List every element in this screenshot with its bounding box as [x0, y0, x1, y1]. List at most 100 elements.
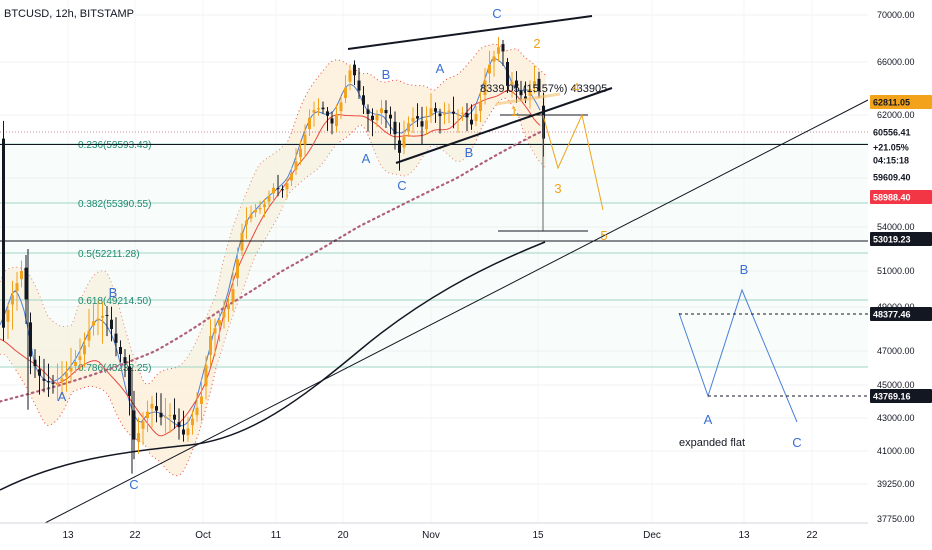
y-tick-label: 43000.00	[877, 413, 915, 423]
y-tick-label: 47000.00	[877, 346, 915, 356]
x-tick-label: 20	[337, 530, 349, 541]
candle-body	[371, 115, 374, 120]
expanded-flat-label: expanded flat	[679, 437, 745, 449]
candle-body	[245, 220, 248, 225]
candle-body	[83, 345, 86, 355]
moving-averages	[0, 57, 546, 491]
x-tick-label: Dec	[643, 530, 661, 541]
price-tag-label: 58988.40	[873, 193, 911, 203]
candle-body	[515, 80, 518, 88]
fib-zone	[0, 144, 868, 367]
fib-label: 0.5(52211.28)	[78, 249, 140, 260]
price-tag-bg	[870, 140, 932, 154]
candle-body	[299, 148, 302, 158]
candle-body	[74, 362, 77, 366]
price-tag-bg	[870, 125, 932, 139]
candle-body	[15, 283, 19, 292]
candle-body	[195, 407, 199, 416]
candle-body	[191, 418, 194, 426]
candle-body	[150, 403, 154, 409]
y-tick-label: 54000.00	[877, 222, 915, 232]
sma-200	[0, 241, 546, 491]
candle-body	[155, 406, 158, 411]
y-tick-label: 37750.00	[877, 514, 915, 524]
candle-body	[294, 161, 298, 170]
sma-dotted	[0, 131, 542, 403]
wave-label: C	[129, 477, 138, 492]
x-tick-label: 11	[271, 530, 282, 541]
candle-body	[533, 81, 536, 86]
candle-body	[78, 356, 82, 361]
long-trendline	[44, 99, 869, 524]
y-tick-label: 39250.00	[877, 479, 915, 489]
candle-body	[38, 369, 41, 376]
candle-body	[362, 95, 365, 105]
candle-body	[339, 102, 343, 112]
candle-body	[402, 136, 406, 148]
candle-body	[204, 365, 208, 387]
candle-body	[344, 87, 347, 99]
candle-body	[173, 414, 176, 420]
candle-body	[524, 96, 527, 100]
candle-body	[519, 90, 523, 96]
fib-levels: 0.236(59593.43) 0.382(55390.55) 0.5(52211.…	[0, 131, 868, 374]
candle-body	[330, 118, 334, 124]
candle-body	[29, 322, 32, 357]
candle-body	[213, 328, 217, 334]
wave-label: C	[792, 435, 801, 450]
candle-body	[110, 319, 113, 329]
candle-body	[348, 70, 352, 82]
x-tick-label: 13	[738, 530, 750, 541]
candle-body	[218, 320, 221, 326]
candle-body	[164, 416, 167, 418]
candle-body	[11, 295, 14, 305]
price-tag-bg	[870, 153, 932, 167]
candle-body	[263, 204, 266, 208]
wave-label: A	[436, 61, 445, 76]
wedge-lower-line	[395, 87, 613, 164]
x-tick-label: 22	[806, 530, 818, 541]
candle-body	[416, 116, 419, 119]
candle-body	[146, 411, 149, 419]
candle-body	[240, 232, 244, 251]
candle-body	[510, 81, 514, 85]
wave-label: 2	[533, 36, 540, 51]
candle-body	[159, 412, 163, 418]
x-tick-label: 15	[532, 530, 544, 541]
candle-body	[447, 110, 451, 112]
candle-body	[267, 196, 271, 202]
candle-body	[479, 102, 482, 112]
candle-body	[65, 373, 68, 377]
candle-body	[492, 56, 496, 62]
candle-body	[326, 111, 329, 116]
candle-body	[528, 89, 532, 96]
candle-body	[335, 115, 338, 127]
candle-body	[506, 62, 509, 86]
fib-label: 0.786(45232.25)	[78, 363, 151, 374]
y-tick-label: 66000.00	[877, 57, 915, 67]
candle-body	[2, 138, 5, 328]
candle-body	[303, 134, 307, 145]
wave-label: 4	[572, 80, 579, 95]
candle-body	[231, 289, 235, 303]
wave-label: B	[740, 262, 749, 277]
candle-body	[317, 108, 320, 110]
expanded-flat-path	[678, 288, 798, 423]
highlight	[495, 92, 561, 106]
price-tag-label: 48377.46	[873, 310, 911, 320]
candle-body	[51, 382, 55, 384]
price-axis: 70000.0066000.0062000.0058000.0054000.00…	[868, 0, 932, 550]
wave-label: B	[109, 285, 118, 300]
x-tick-label: Nov	[422, 530, 440, 541]
price-tag-bg	[870, 232, 932, 246]
candle-body	[236, 259, 239, 279]
candle-body	[96, 318, 100, 321]
y-tick-label: 62000.00	[877, 110, 915, 120]
candle-body	[384, 109, 388, 114]
candle-body	[56, 383, 59, 385]
candle-body	[168, 415, 172, 417]
candle-body	[501, 44, 505, 52]
x-tick-label: Oct	[195, 530, 211, 541]
